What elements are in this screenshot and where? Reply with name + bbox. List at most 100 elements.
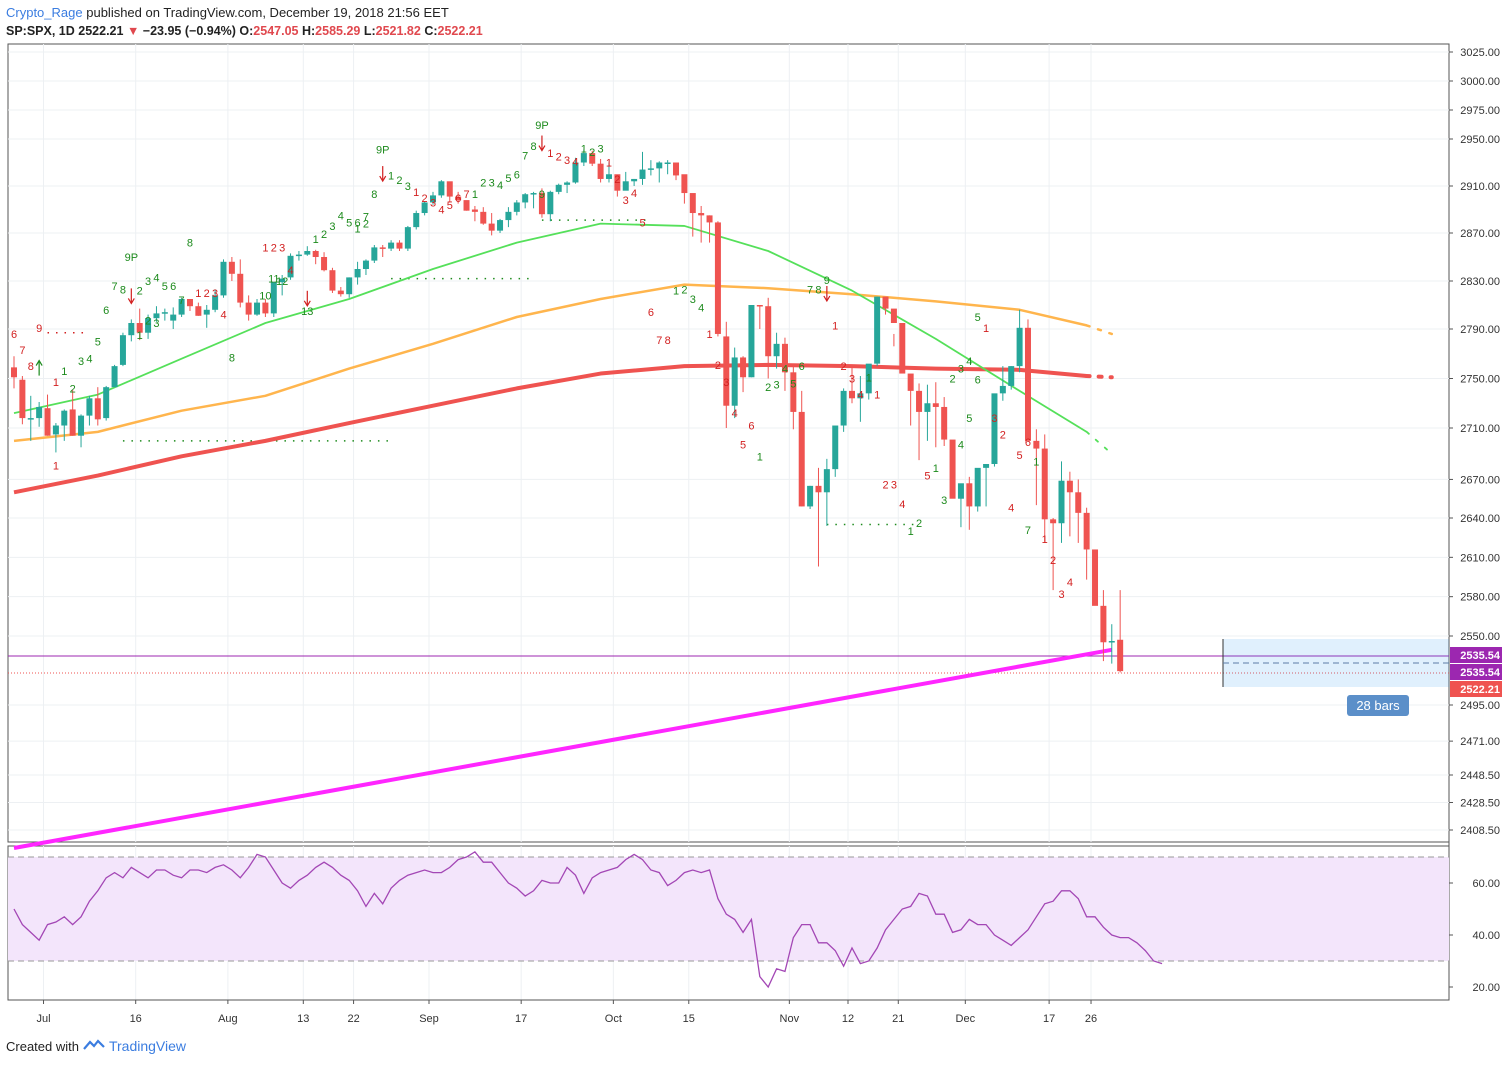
candle-body (36, 406, 43, 419)
candle-body (882, 296, 889, 309)
td-count-label: 6 (975, 375, 981, 387)
candle-body (279, 278, 286, 283)
sma100-line (13, 283, 1087, 443)
support-trendline (13, 647, 1113, 850)
candle-body (354, 269, 361, 278)
candle-body (337, 290, 344, 295)
rsi-tick-label: 60.00 (1472, 878, 1500, 890)
candle-body (941, 406, 948, 440)
td-count-label: 5 (740, 440, 746, 452)
candle-body (287, 255, 294, 278)
td-count-label: 2 (480, 177, 486, 189)
td-count-label: 2 (949, 374, 955, 386)
td-count-label: 4 (899, 499, 905, 511)
td-count-label: 4 (966, 356, 972, 368)
td-count-label: 2 (137, 286, 143, 298)
td-count-label: 3 (153, 318, 159, 330)
sma200-line-projection (1084, 374, 1114, 380)
tradingview-brand[interactable]: TradingView (108, 1038, 187, 1054)
candle-body (220, 261, 227, 296)
candle-body (153, 313, 160, 319)
candle-body (513, 202, 520, 212)
td-count-label: 3 (279, 242, 285, 254)
candle-body (999, 385, 1006, 394)
td-count-label: 7 (1025, 525, 1031, 537)
td-arrow-head (35, 359, 43, 366)
td-count-label: 5 (346, 217, 352, 229)
td-count-label: 8 (815, 284, 821, 296)
candle-body (1033, 440, 1040, 449)
candle-body (1075, 492, 1082, 513)
td-count-label: 8 (120, 284, 126, 296)
td-count-label: 4 (958, 440, 964, 452)
td-count-label: 10 (259, 290, 271, 302)
td-count-label: 1 (832, 320, 838, 332)
td-count-label: 2 (765, 382, 771, 394)
candle-body (312, 251, 319, 257)
td-count-label: 2 (321, 229, 327, 241)
td-count-label: 5 (1017, 450, 1023, 462)
candle-body (555, 184, 562, 192)
candle-body (94, 398, 101, 420)
td-count-label: 4 (732, 408, 738, 420)
price-tick-label: 2550.00 (1460, 631, 1500, 643)
candle-body (756, 305, 763, 307)
td-count-label: 1 (581, 143, 587, 155)
time-tick-label: Aug (218, 1013, 238, 1025)
td-count-label: 5 (505, 173, 511, 185)
candle-body (44, 408, 51, 436)
candle-body (262, 302, 269, 314)
candle-body (161, 312, 168, 314)
last-price: 2522.21 (78, 24, 124, 38)
candle-body (916, 390, 923, 412)
time-tick-label: Sep (419, 1013, 439, 1025)
candle-body (865, 363, 872, 394)
price-tick-label: 2670.00 (1460, 474, 1500, 486)
candle-body (765, 306, 772, 357)
candle-body (547, 191, 554, 215)
candle-body (597, 163, 604, 179)
td-count-label: 1 (874, 390, 880, 402)
price-axis-badge-label: 2522.21 (1460, 684, 1500, 696)
symbol-label: SP:SPX, 1D (6, 24, 75, 38)
rsi-tick-label: 20.00 (1472, 982, 1500, 994)
candle-body (807, 485, 814, 507)
rsi-band (8, 857, 1449, 961)
price-tick-label: 2580.00 (1460, 592, 1500, 604)
td-count-label: 1 (53, 460, 59, 472)
chart-header: Crypto_Rage published on TradingView.com… (6, 4, 483, 40)
td-count-label: 6 (1025, 437, 1031, 449)
td-count-label: 5 (95, 336, 101, 348)
price-axis-badge (1450, 647, 1502, 663)
td-count-label: 4 (857, 390, 863, 402)
candle-body (932, 403, 939, 407)
td-count-label: 6 (648, 307, 654, 319)
td-count-label: 5 (639, 217, 645, 229)
candle-body (589, 153, 596, 164)
candle-body (1050, 519, 1057, 524)
candle-body (924, 403, 931, 412)
time-tick-label: 12 (842, 1013, 854, 1025)
author-link[interactable]: Crypto_Rage (6, 5, 83, 20)
td-count-label: 4 (497, 180, 503, 192)
candle-body (983, 464, 990, 468)
measure-label: 28 bars (1356, 698, 1400, 713)
td-count-label: 6 (11, 329, 17, 341)
candle-body (823, 469, 830, 493)
time-tick-label: 22 (347, 1013, 359, 1025)
time-tick-label: 16 (130, 1013, 142, 1025)
td-count-label: 6 (455, 193, 461, 205)
low-value: 2521.82 (375, 24, 421, 38)
td-count-label: 2 (556, 152, 562, 164)
time-tick-label: 13 (297, 1013, 309, 1025)
td-count-label: 6 (170, 281, 176, 293)
candle-body (52, 425, 59, 435)
td-count-label: 3 (991, 413, 997, 425)
candle-body (605, 174, 612, 179)
td-count-label: 1 (355, 223, 361, 235)
candle-body (815, 485, 822, 493)
td-count-label: 9P (376, 145, 389, 157)
td-count-label: 2 (1000, 429, 1006, 441)
close-label: C: (424, 24, 438, 38)
